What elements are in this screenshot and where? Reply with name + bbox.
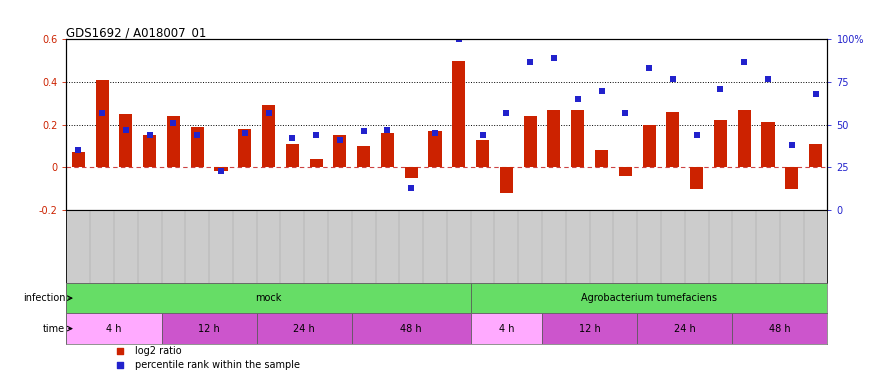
Point bbox=[261, 110, 275, 116]
Bar bbox=[761, 123, 774, 167]
Point bbox=[112, 362, 127, 368]
Bar bbox=[619, 167, 632, 176]
Bar bbox=[643, 124, 656, 167]
Text: Agrobacterium tumefaciens: Agrobacterium tumefaciens bbox=[581, 293, 717, 303]
Text: time: time bbox=[43, 324, 65, 334]
Text: 12 h: 12 h bbox=[579, 324, 601, 334]
Point bbox=[689, 132, 704, 138]
Point bbox=[112, 348, 127, 354]
Point bbox=[333, 137, 347, 143]
Point bbox=[166, 120, 181, 126]
Bar bbox=[524, 116, 536, 167]
Text: 24 h: 24 h bbox=[293, 324, 315, 334]
Point bbox=[595, 87, 609, 93]
Text: 48 h: 48 h bbox=[769, 324, 790, 334]
Point bbox=[119, 127, 133, 133]
Bar bbox=[404, 167, 418, 178]
Point bbox=[71, 147, 85, 153]
Text: 4 h: 4 h bbox=[106, 324, 122, 334]
Text: mock: mock bbox=[256, 293, 281, 303]
Bar bbox=[571, 110, 584, 167]
Text: 48 h: 48 h bbox=[400, 324, 422, 334]
Text: percentile rank within the sample: percentile rank within the sample bbox=[135, 360, 300, 370]
Bar bbox=[262, 105, 275, 167]
Point bbox=[571, 96, 585, 102]
Point bbox=[475, 132, 489, 138]
Bar bbox=[785, 167, 798, 189]
Point bbox=[761, 76, 775, 82]
Point bbox=[428, 130, 442, 136]
Point bbox=[737, 58, 751, 64]
Bar bbox=[358, 146, 370, 167]
Bar bbox=[381, 133, 394, 167]
Bar bbox=[809, 144, 822, 167]
Text: GDS1692 / A018007_01: GDS1692 / A018007_01 bbox=[66, 26, 207, 39]
Bar bbox=[286, 144, 299, 167]
Bar bbox=[471, 283, 827, 314]
Point bbox=[809, 91, 823, 97]
Point bbox=[309, 132, 323, 138]
Bar bbox=[143, 135, 156, 167]
Text: log2 ratio: log2 ratio bbox=[135, 346, 181, 356]
Point bbox=[357, 128, 371, 134]
Bar bbox=[666, 112, 680, 167]
Bar bbox=[167, 116, 180, 167]
Bar bbox=[238, 129, 251, 167]
Bar bbox=[500, 167, 513, 193]
Bar bbox=[428, 131, 442, 167]
Point bbox=[451, 36, 466, 42]
Bar bbox=[190, 127, 204, 167]
Point bbox=[404, 185, 419, 191]
Bar bbox=[542, 314, 637, 344]
Bar bbox=[310, 159, 323, 167]
Bar bbox=[471, 314, 542, 344]
Bar bbox=[595, 150, 608, 167]
Text: 24 h: 24 h bbox=[673, 324, 696, 334]
Point bbox=[381, 127, 395, 133]
Bar bbox=[452, 61, 466, 167]
Bar bbox=[72, 152, 85, 167]
Point bbox=[190, 132, 204, 138]
Bar bbox=[96, 80, 109, 167]
Bar bbox=[119, 114, 133, 167]
Point bbox=[642, 65, 656, 71]
Bar bbox=[161, 314, 257, 344]
Point bbox=[785, 142, 799, 148]
Bar bbox=[476, 140, 489, 167]
Bar bbox=[66, 283, 471, 314]
Bar bbox=[714, 120, 727, 167]
Point bbox=[523, 58, 537, 64]
Point bbox=[666, 76, 680, 82]
Point bbox=[95, 110, 109, 116]
Bar bbox=[738, 110, 750, 167]
Bar bbox=[548, 110, 560, 167]
Bar bbox=[690, 167, 704, 189]
Point bbox=[713, 86, 727, 92]
Point bbox=[285, 135, 299, 141]
Point bbox=[547, 55, 561, 61]
Point bbox=[214, 168, 228, 174]
Point bbox=[142, 132, 157, 138]
Bar bbox=[334, 135, 346, 167]
Bar bbox=[214, 167, 227, 171]
Text: infection: infection bbox=[23, 293, 65, 303]
Text: 4 h: 4 h bbox=[498, 324, 514, 334]
Point bbox=[619, 110, 633, 116]
Point bbox=[499, 110, 513, 116]
Bar bbox=[352, 314, 471, 344]
Bar bbox=[257, 314, 351, 344]
Text: 12 h: 12 h bbox=[198, 324, 220, 334]
Bar bbox=[733, 314, 827, 344]
Bar bbox=[637, 314, 733, 344]
Point bbox=[238, 130, 252, 136]
Bar bbox=[66, 314, 161, 344]
